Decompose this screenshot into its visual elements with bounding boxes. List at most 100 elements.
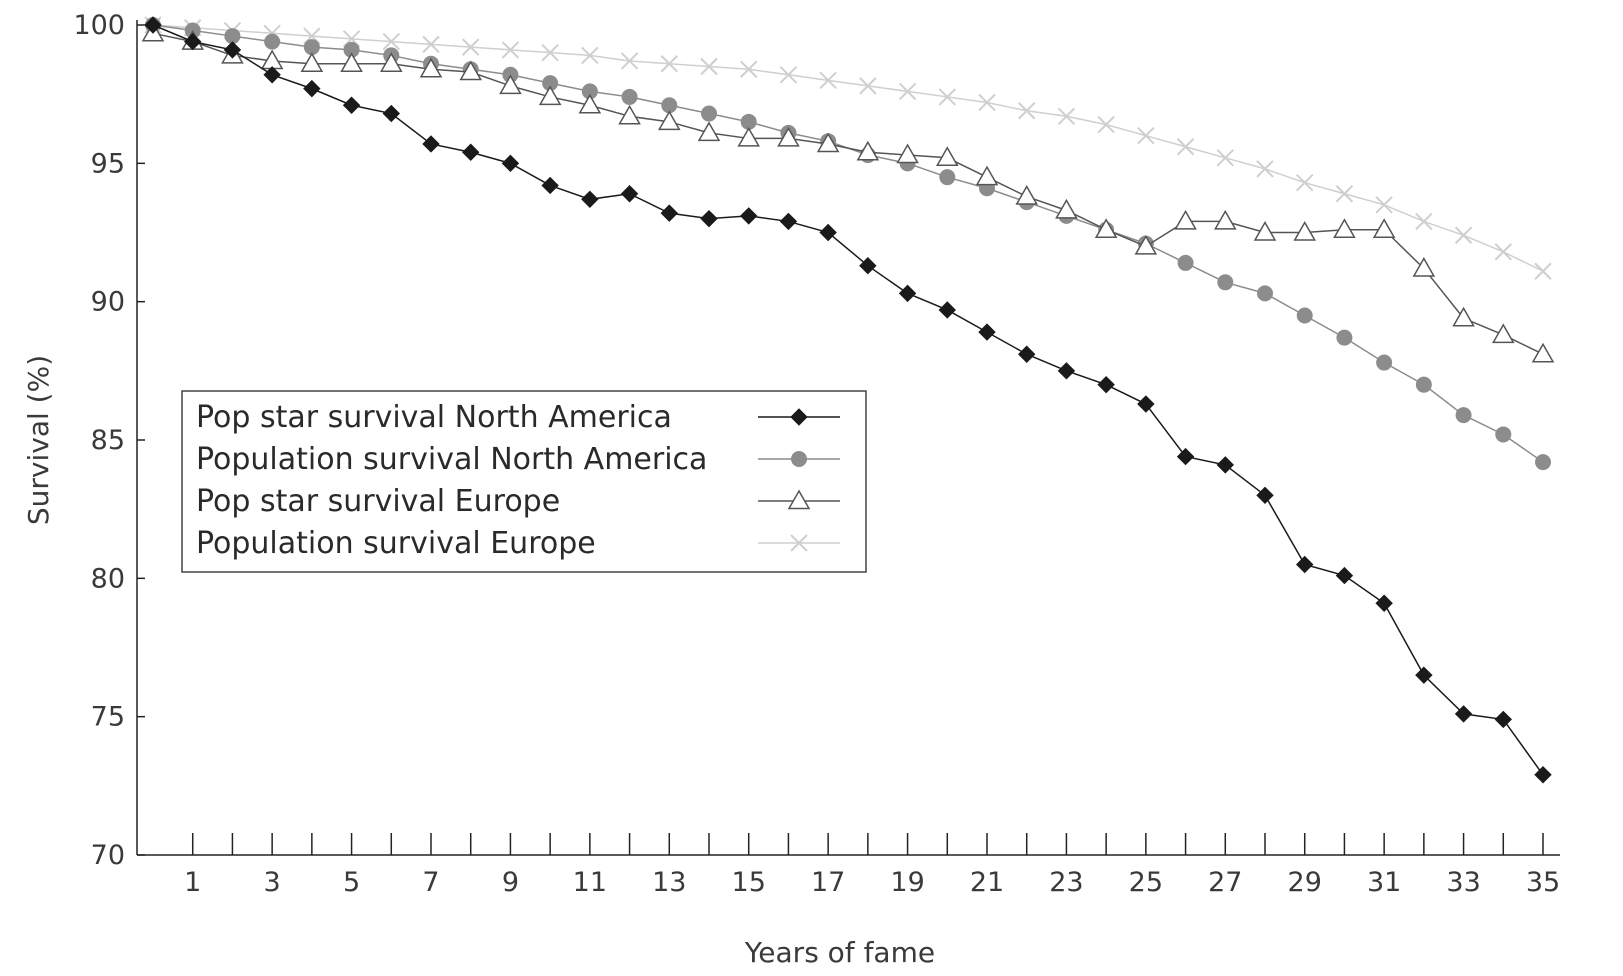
legend-marker [791,451,807,467]
data-point [1253,220,1277,241]
x-tick-label: 13 [652,867,686,898]
data-point [657,110,681,131]
data-point [859,256,877,275]
x-marker-stroke [859,77,877,95]
data-point [1217,274,1234,291]
x-tick-label: 9 [502,867,519,898]
data-point [1137,126,1155,145]
data-point [1057,107,1076,126]
data-point [1094,218,1118,238]
legend-label: Population survival Europe [196,526,596,561]
legend-marker [790,534,808,552]
data-point [1375,196,1393,214]
data-point [1296,307,1313,324]
x-tick-label: 25 [1129,867,1163,898]
legend-label: Pop star survival North America [196,400,672,435]
legend-item: Population survival North America [196,442,840,477]
data-point [975,165,999,186]
x-marker-stroke [581,46,599,65]
data-point [184,32,202,51]
data-point [538,85,562,106]
y-tick-label: 80 [91,563,125,594]
data-point [1333,218,1356,238]
x-marker-stroke [462,38,480,56]
x-marker-stroke [1335,185,1354,203]
x-marker-stroke [978,93,996,112]
data-point [700,57,718,76]
legend-box [181,390,867,573]
x-tick-label: 19 [890,867,924,898]
data-point [422,135,440,153]
data-point [740,207,758,225]
data-point [1415,666,1433,684]
data-point [779,66,798,84]
x-tick-label: 1 [184,867,201,898]
x-marker-stroke [938,88,956,106]
legend: Pop star survival North America Populatio… [181,390,867,573]
data-point [340,52,363,72]
data-point [1134,234,1158,255]
data-point [1412,256,1436,277]
x-tick-label: 17 [811,867,845,898]
data-point [1534,766,1552,784]
x-tick-label: 31 [1367,867,1401,898]
x-marker-stroke [819,71,837,90]
data-point [777,126,800,147]
x-marker-stroke [790,534,808,552]
data-point [898,284,917,303]
x-marker-stroke [1176,138,1195,156]
data-point [859,77,877,95]
data-point [1216,149,1234,167]
y-axis-title: Survival (%) [22,355,55,525]
data-point [621,88,638,105]
data-point [939,169,956,186]
x-tick-label: 27 [1208,867,1242,898]
data-point [382,32,400,51]
data-point [541,43,559,62]
data-point [620,52,639,70]
legend-label: Pop star survival Europe [196,484,560,519]
data-point [938,301,956,319]
x-tick-label: 15 [732,867,766,898]
data-point [1296,555,1314,574]
data-point [422,35,440,54]
series-triangle [141,21,1555,363]
data-point [501,154,520,173]
x-marker-stroke [501,41,520,59]
data-point [1256,160,1274,178]
data-point [660,204,678,222]
data-point [499,74,522,95]
data-point [1018,102,1036,120]
series-layer [141,16,1555,784]
x-marker-stroke [1097,115,1115,134]
data-point [697,121,721,142]
x-marker-stroke [660,55,678,73]
data-point [1491,323,1515,344]
data-point [264,33,281,50]
data-point [1018,345,1036,363]
legend-marker [790,408,808,426]
data-point [819,223,837,242]
data-point [816,132,840,153]
data-point [1336,329,1353,346]
data-point [581,190,599,209]
x-tick-label: 7 [422,867,439,898]
data-point [660,55,678,73]
x-tick-label: 29 [1288,867,1322,898]
data-point [1454,705,1473,723]
data-point [1531,342,1555,363]
x-marker-stroke [700,57,718,76]
data-point [740,60,758,78]
data-point [1293,220,1317,241]
data-point [1097,375,1115,394]
x-marker-stroke [541,43,559,62]
data-point [1137,395,1155,413]
y-tick-label: 100 [73,10,125,41]
data-point [578,93,602,114]
data-point [1257,285,1273,302]
data-point [1057,362,1076,380]
data-point [620,185,639,203]
x-tick-label: 3 [264,867,281,898]
